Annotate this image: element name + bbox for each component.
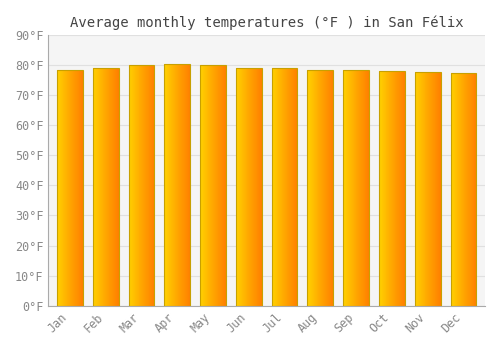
Bar <box>344 70 369 306</box>
Title: Average monthly temperatures (°F ) in San Félix: Average monthly temperatures (°F ) in Sa… <box>70 15 464 29</box>
Bar <box>450 73 476 306</box>
Bar <box>379 71 405 306</box>
Bar <box>164 64 190 306</box>
Bar <box>415 72 440 306</box>
Bar <box>128 65 154 306</box>
Bar <box>308 70 334 306</box>
Bar <box>272 68 297 306</box>
Bar <box>236 68 262 306</box>
Bar <box>200 65 226 306</box>
Bar <box>57 70 82 306</box>
Bar <box>92 68 118 306</box>
